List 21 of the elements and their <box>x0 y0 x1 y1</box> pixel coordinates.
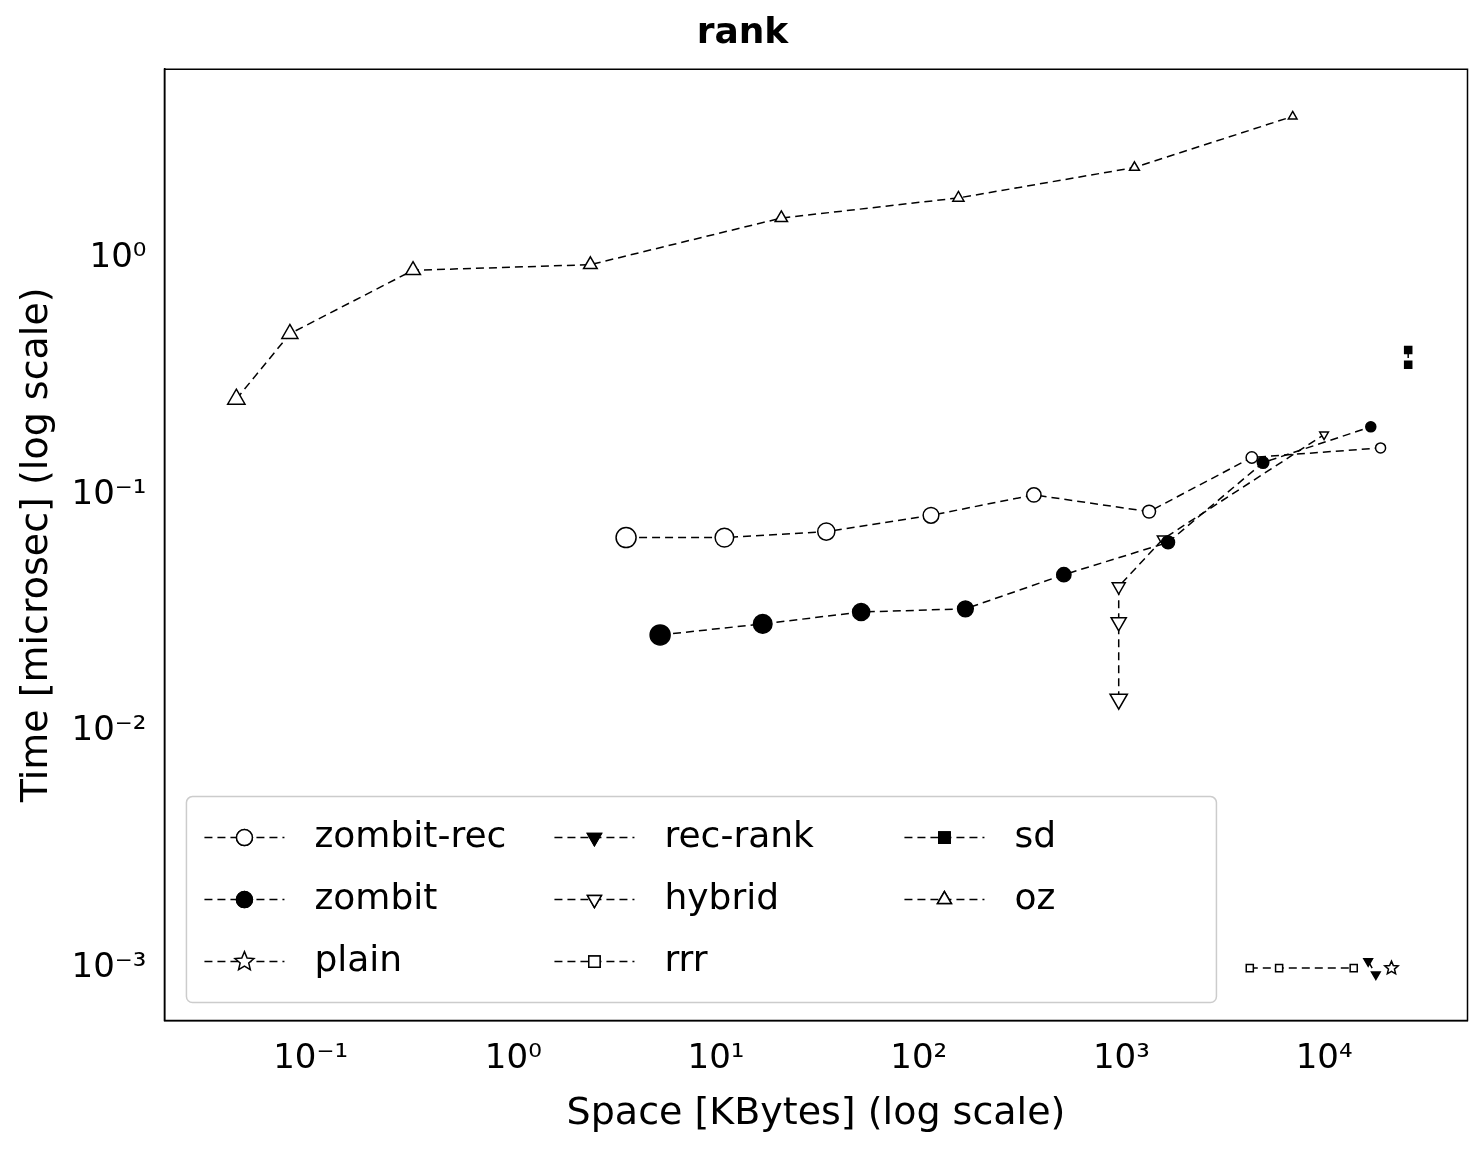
y-tick-label: 10⁻² <box>71 708 147 749</box>
y-tick-label: 10⁰ <box>89 235 147 276</box>
legend-label: oz <box>1014 875 1056 917</box>
x-tick-label: 10² <box>890 1035 948 1076</box>
x-tick-label: 10⁰ <box>484 1035 542 1076</box>
x-tick-label: 10¹ <box>687 1035 745 1076</box>
legend-label: rec-rank <box>664 813 815 855</box>
legend-label: sd <box>1014 813 1057 855</box>
x-axis-title: Space [KBytes] (log scale) <box>566 1089 1066 1134</box>
y-tick-label: 10⁻¹ <box>71 471 147 512</box>
x-tick-label: 10⁴ <box>1295 1035 1353 1076</box>
y-tick-label: 10⁻³ <box>71 944 147 985</box>
x-tick-label: 10⁻¹ <box>273 1035 349 1076</box>
legend-label: zombit-rec <box>314 813 507 855</box>
legend-label: rrr <box>664 937 708 979</box>
y-axis-title: Time [microsec] (log scale) <box>11 287 56 804</box>
chart-title: rank <box>696 9 790 51</box>
legend-label: zombit <box>314 875 438 917</box>
legend-label: hybrid <box>664 875 780 917</box>
x-tick-label: 10³ <box>1092 1035 1150 1076</box>
legend-label: plain <box>314 937 403 979</box>
